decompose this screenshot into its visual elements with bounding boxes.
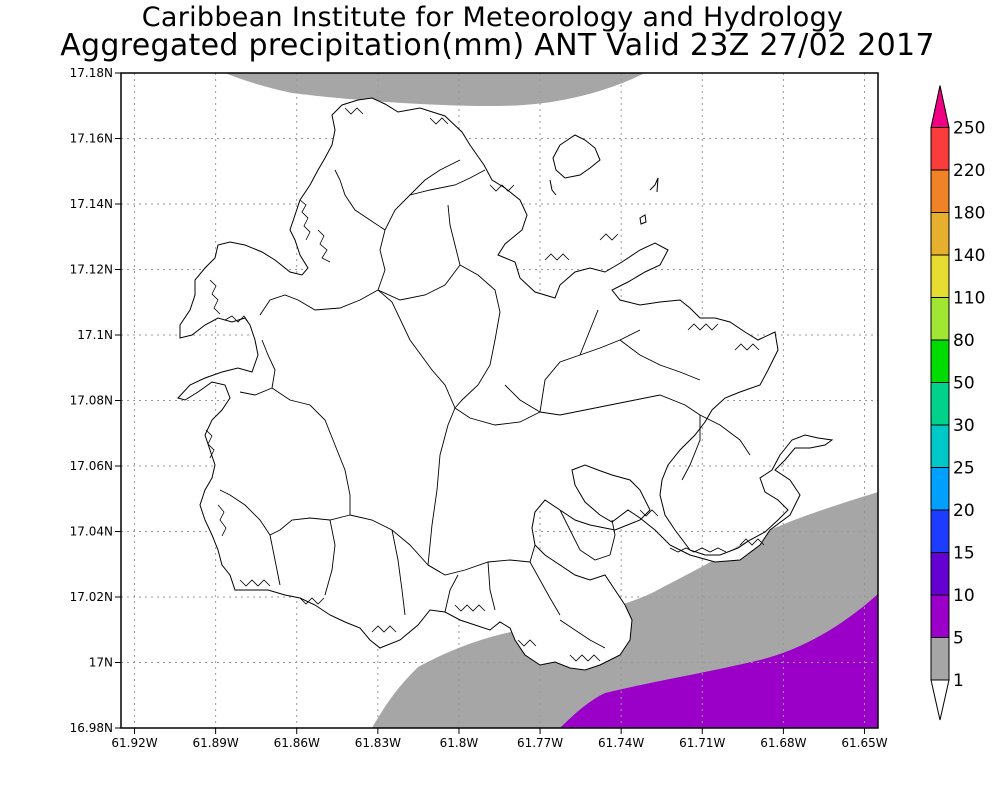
lat-axis: 17.18N 17.16N 17.14N 17.12N 17.1N 17.08N 17.06… bbox=[70, 66, 121, 735]
lon-tick-label: 61.74W bbox=[598, 736, 644, 750]
colorbar-bin bbox=[930, 637, 950, 681]
lon-tick-label: 61.86W bbox=[274, 736, 320, 750]
lon-axis: 61.92W 61.89W 61.86W 61.83W 61.8W 61.77W 61.74… bbox=[111, 728, 888, 750]
colorbar-label: 50 bbox=[953, 374, 975, 394]
lon-tick-label: 61.77W bbox=[517, 736, 563, 750]
colorbar-bin bbox=[930, 339, 950, 383]
colorbar-label: 1 bbox=[953, 671, 964, 691]
colorbar-bin bbox=[930, 382, 950, 426]
lon-tick-label: 61.92W bbox=[111, 736, 157, 750]
lat-tick-label: 17N bbox=[89, 656, 113, 670]
lat-tick-label: 17.06N bbox=[70, 459, 113, 473]
lat-tick-label: 17.08N bbox=[70, 394, 113, 408]
colorbar-label: 110 bbox=[953, 289, 985, 309]
colorbar-bin bbox=[930, 254, 950, 298]
colorbar-label: 15 bbox=[953, 544, 975, 564]
lat-tick-label: 17.14N bbox=[70, 197, 113, 211]
colorbar-bin bbox=[930, 297, 950, 341]
islet-north-1 bbox=[552, 134, 601, 179]
lat-tick-label: 16.98N bbox=[70, 721, 113, 735]
colorbar-label: 5 bbox=[953, 629, 964, 649]
lat-tick-label: 17.1N bbox=[77, 328, 113, 342]
colorbar-label: 10 bbox=[953, 586, 975, 606]
islet-northeast bbox=[639, 214, 647, 225]
title-line-1: Caribbean Institute for Meteorology and … bbox=[141, 2, 844, 33]
lat-tick-label: 17.16N bbox=[70, 132, 113, 146]
lat-tick-label: 17.02N bbox=[70, 590, 113, 604]
lon-tick-label: 61.71W bbox=[679, 736, 725, 750]
colorbar-bin bbox=[930, 212, 950, 256]
colorbar-label: 180 bbox=[953, 204, 985, 224]
shade-southeast-core bbox=[560, 594, 878, 728]
islet-north-3 bbox=[649, 177, 659, 193]
island-coastline bbox=[177, 97, 834, 671]
colorbar-bin bbox=[930, 467, 950, 511]
colorbar-label: 25 bbox=[953, 459, 975, 479]
colorbar-bin-lowest bbox=[930, 679, 950, 721]
colorbar-label: 80 bbox=[953, 331, 975, 351]
interior-boundaries bbox=[219, 159, 751, 649]
colorbar-bin bbox=[930, 169, 950, 213]
title-line-2: Aggregated precipitation(mm) ANT Valid 2… bbox=[60, 28, 935, 63]
colorbar-label: 30 bbox=[953, 416, 975, 436]
colorbar-bin bbox=[930, 509, 950, 553]
lat-tick-label: 17.12N bbox=[70, 263, 113, 277]
antigua-island bbox=[177, 97, 834, 671]
colorbar-bin bbox=[930, 594, 950, 638]
colorbar-bin bbox=[930, 127, 950, 171]
lon-tick-label: 61.68W bbox=[760, 736, 806, 750]
coastal-detail bbox=[205, 107, 765, 662]
lat-tick-label: 17.04N bbox=[70, 525, 113, 539]
colorbar-bin bbox=[930, 552, 950, 596]
lon-tick-label: 61.89W bbox=[193, 736, 239, 750]
shade-north bbox=[225, 73, 645, 106]
colorbar-label: 140 bbox=[953, 246, 985, 266]
lon-tick-label: 61.83W bbox=[355, 736, 401, 750]
lat-tick-label: 17.18N bbox=[70, 66, 113, 80]
colorbar-label: 250 bbox=[953, 119, 985, 139]
islet-north-2 bbox=[549, 179, 557, 196]
colorbar-bin bbox=[930, 424, 950, 468]
colorbar-label: 220 bbox=[953, 161, 985, 181]
lon-tick-label: 61.65W bbox=[841, 736, 887, 750]
colorbar-bin-highest bbox=[930, 85, 950, 128]
colorbar-label: 20 bbox=[953, 501, 975, 521]
lon-tick-label: 61.8W bbox=[440, 736, 479, 750]
